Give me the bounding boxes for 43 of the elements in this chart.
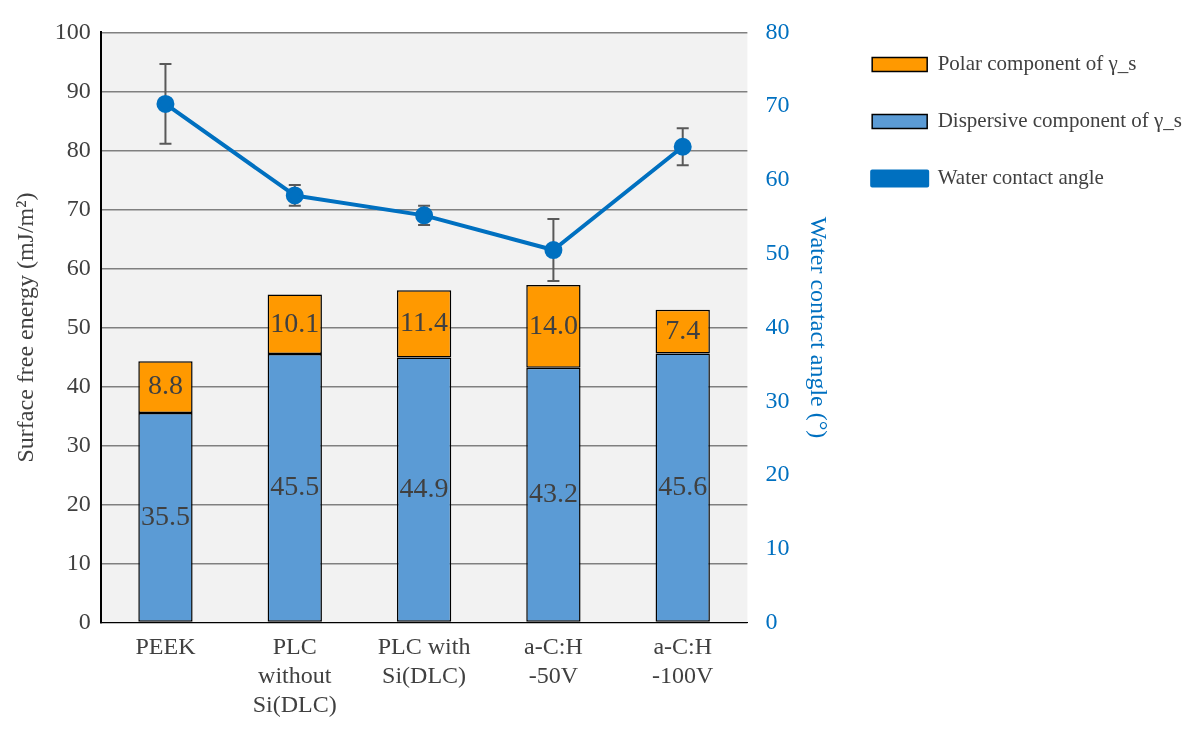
- y2-tick-label: 60: [765, 165, 790, 192]
- data-label: 8.8: [147, 369, 183, 401]
- data-label: 11.4: [400, 306, 449, 338]
- data-label: 14.0: [528, 308, 578, 340]
- legend-label: Dispersive component of γ_s: [937, 108, 1183, 133]
- data-label: 10.1: [270, 306, 320, 338]
- legend-label: Polar component of γ_s: [937, 51, 1137, 76]
- y-tick-label: 10: [66, 548, 91, 575]
- y2-tick-label: 40: [765, 312, 790, 339]
- y2-tick-label: 50: [765, 239, 790, 266]
- y-tick-label: 0: [78, 607, 91, 634]
- data-label: 35.5: [140, 499, 190, 531]
- y2-tick-label: 20: [765, 460, 790, 487]
- y2-tick-label: 10: [765, 534, 790, 561]
- point: [673, 137, 692, 156]
- y-tick-label: 90: [66, 76, 91, 103]
- data-label: 43.2: [528, 477, 578, 509]
- x-tick-label: a-C:H -100V: [652, 633, 715, 689]
- data-label: 45.6: [658, 470, 708, 502]
- x-tick-label: PLC with Si(DLC): [377, 633, 471, 689]
- y2-tick-label: 80: [765, 17, 790, 44]
- point: [544, 241, 563, 260]
- x-tick-label: a-C:H -50V: [524, 633, 583, 689]
- y-axis-title: Surface free energy (mJ/m²): [11, 192, 38, 463]
- y-tick-label: 60: [66, 253, 91, 280]
- point: [156, 94, 175, 113]
- y-tick-label: 20: [66, 489, 91, 516]
- y-tick-label: 30: [66, 430, 91, 457]
- y2-axis-title: Water contact angle (°): [806, 216, 833, 439]
- legend-label: Water contact angle: [937, 165, 1104, 190]
- data-label: 44.9: [399, 472, 449, 504]
- x-tick-label: PLC without Si(DLC): [252, 633, 337, 717]
- y-tick-label: 100: [54, 17, 91, 44]
- y-tick-label: 80: [66, 135, 91, 162]
- y2-tick-label: 30: [765, 386, 790, 413]
- y2-tick-label: 0: [765, 607, 778, 634]
- y-tick-label: 40: [66, 371, 91, 398]
- x-tick-label: PEEK: [135, 633, 197, 660]
- y2-tick-label: 70: [765, 91, 790, 118]
- y-tick-label: 50: [66, 312, 91, 339]
- data-label: 45.5: [270, 470, 320, 502]
- data-label: 7.4: [665, 313, 701, 345]
- y-tick-label: 70: [66, 194, 91, 221]
